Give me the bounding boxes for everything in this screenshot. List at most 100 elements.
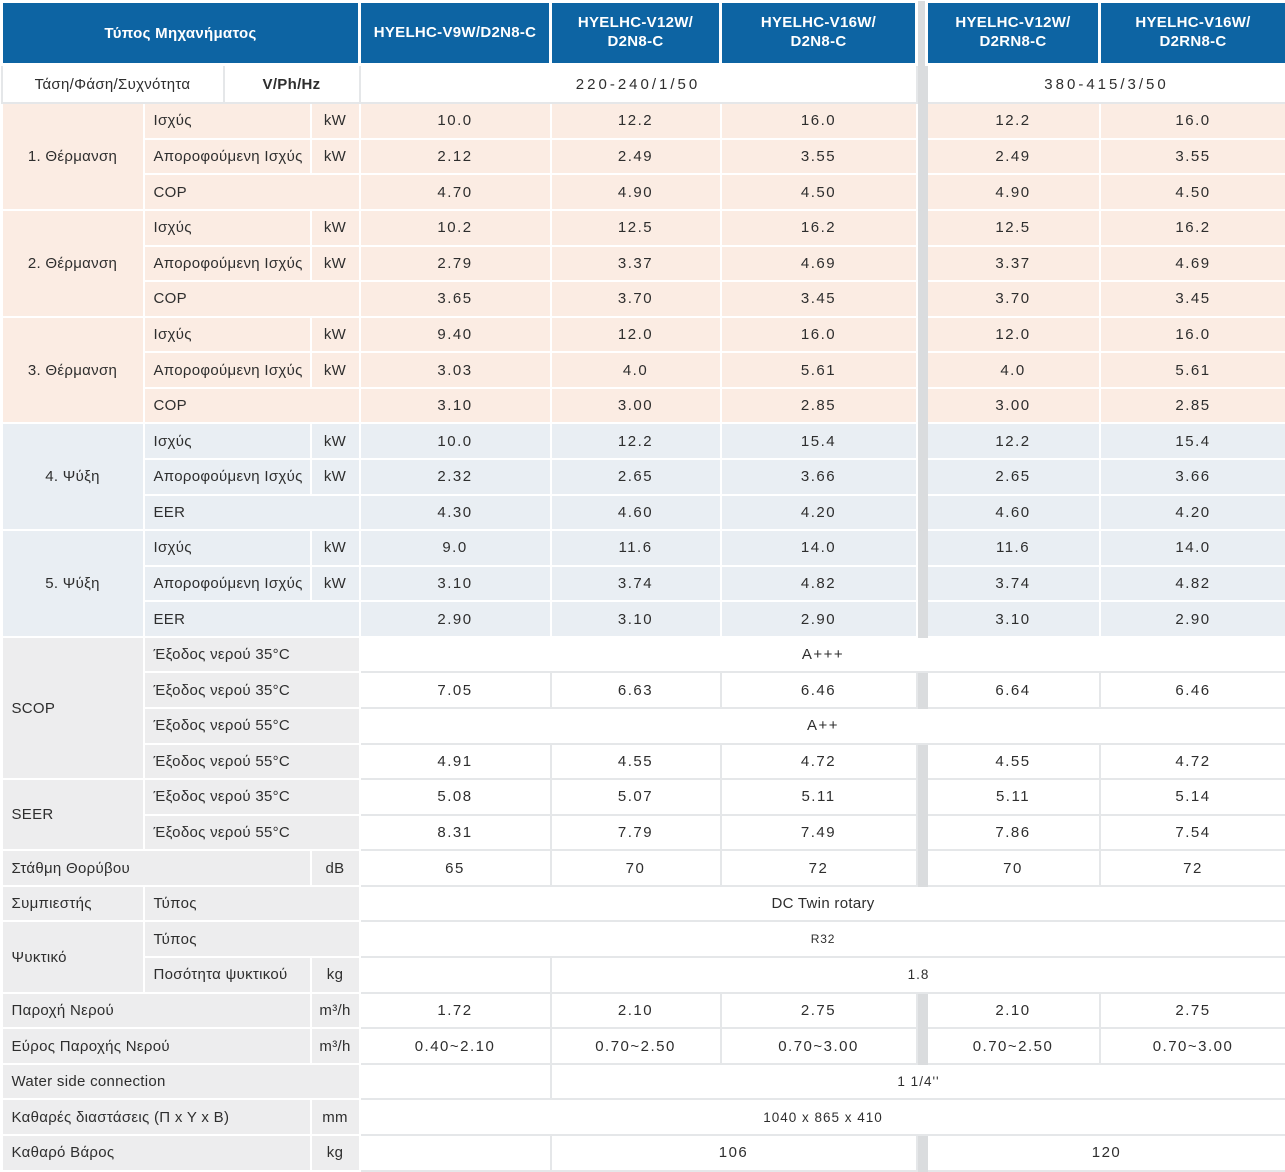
unit-cell: kW [309,422,361,460]
value-cell: 3.74 [925,564,1101,603]
span-value-cell: 1 1/4'' [549,1062,1285,1101]
value-cell: 7.54 [1098,813,1285,852]
value-cell: 7.05 [358,671,552,710]
value-cell: 12.2 [549,422,722,460]
spec-row: 1. Θέρμανση Ισχύς kW 10.0 12.2 16.0 12.2… [0,102,1285,211]
empty-value-cell [358,1062,552,1101]
phase-divider [915,386,928,425]
value-cell: 8.31 [358,813,552,852]
value-cell: 12.5 [925,208,1101,247]
value-cell: 12.2 [925,102,1101,140]
phase-divider [915,63,928,105]
value-cell: 4.60 [925,493,1101,532]
row-label: Ισχύς [142,208,312,247]
value-cell: 2.85 [1098,386,1285,425]
value-cell: 0.70~2.50 [549,1027,722,1065]
model-header-cell: HYELHC-V9W/D2N8-C [358,0,553,67]
value-cell: 16.2 [719,208,918,247]
value-cell: 0.70~3.00 [1098,1027,1285,1065]
phase-divider [915,351,928,389]
value-cell: 2.49 [925,137,1101,176]
phase-divider [915,529,928,567]
row-label: Έξοδος νερού 55°C [142,742,361,781]
model-header-cell: HYELHC-V16W/ D2N8-C [719,0,919,67]
water-flow-row: Παροχή Νερού m³/h 1.72 2.10 2.75 2.10 2.… [0,991,1285,1030]
row-label: Αποροφούμενη Ισχύς [142,244,312,283]
value-cell: 5.61 [1098,351,1285,389]
phase-divider [915,600,928,638]
row-label: Έξοδος νερού 35°C [142,635,361,674]
row-label: COP [142,280,361,318]
value-cell: 4.0 [925,351,1101,389]
spec-row: Αποροφούμενη Ισχύς kW 2.79 3.37 4.69 3.3… [2,244,1285,283]
value-cell: 4.60 [549,493,722,532]
value-cell: 2.90 [719,600,918,638]
value-cell: 9.40 [358,315,552,354]
unit-cell: kW [309,244,361,283]
value-cell: 4.91 [358,742,552,781]
value-cell: 65 [358,849,552,887]
value-cell: 6.46 [719,671,918,710]
value-cell: 7.86 [925,813,1101,852]
value-cell: 4.82 [1098,564,1285,603]
row-label: Έξοδος νερού 35°C [142,671,361,710]
value-cell: 2.65 [549,457,722,496]
span-value-cell: 1040 x 865 x 410 [358,1098,1285,1136]
phase-divider [915,422,928,460]
row-label: Ισχύς [142,315,312,354]
water-side-row: Water side connection 1 1/4'' [0,1062,1285,1101]
phase-divider [915,1133,928,1172]
unit-cell: kg [309,1133,361,1172]
row-label: Στάθμη Θορύβου [0,849,312,887]
spec-row: Έξοδος νερού 35°C 7.05 6.63 6.46 6.64 6.… [2,671,1285,710]
row-label: Αποροφούμενη Ισχύς [142,457,312,496]
value-cell: 0.40~2.10 [358,1027,552,1065]
value-cell: 3.37 [925,244,1101,283]
phase-divider [915,173,928,211]
value-cell: 3.45 [719,280,918,318]
spec-row: Αποροφούμενη Ισχύς kW 3.03 4.0 5.61 4.0 … [2,351,1285,389]
model-header-cell: HYELHC-V16W/ D2RN8-C [1098,0,1285,67]
spec-row: EER 4.30 4.60 4.20 4.60 4.20 [2,493,1285,532]
row-label: Παροχή Νερού [0,991,312,1030]
unit-cell: kW [309,564,361,603]
refrigerant-row: Ποσότητα ψυκτικού kg 1.8 [2,956,1285,994]
phase-divider [915,1027,928,1065]
phase-divider [915,0,928,66]
phase-divider [915,493,928,532]
value-cell: 16.0 [1098,315,1285,354]
value-cell: 2.90 [358,600,552,638]
value-cell: 3.70 [549,280,722,318]
voltage-label: Τάση/Φάση/Συχνότητα [0,63,225,105]
value-cell: 4.55 [925,742,1101,781]
value-cell: 7.49 [719,813,918,852]
span-value-cell: 106 [549,1133,918,1172]
phase-divider [915,671,928,710]
value-cell: 3.10 [925,600,1101,638]
value-cell: 11.6 [549,529,722,567]
row-label: Αποροφούμενη Ισχύς [142,351,312,389]
phase-divider [915,564,928,603]
value-cell: 16.0 [719,102,918,140]
model-header-cell: HYELHC-V12W/ D2RN8-C [925,0,1102,67]
single-phase-value: 220-240/1/50 [358,63,918,105]
span-value-cell: A++ [358,707,1285,745]
phase-divider [915,137,928,176]
spec-row: Έξοδος νερού 55°C 4.91 4.55 4.72 4.55 4.… [2,742,1285,781]
value-cell: 5.11 [719,778,918,816]
spec-row: COP 4.70 4.90 4.50 4.90 4.50 [2,173,1285,211]
row-label: Αποροφούμενη Ισχύς [142,564,312,603]
phase-divider [915,991,928,1030]
value-cell: 4.69 [1098,244,1285,283]
spec-row: 5. Ψύξη Ισχύς kW 9.0 11.6 14.0 11.6 14.0 [0,529,1285,638]
value-cell: 12.2 [925,422,1101,460]
value-cell: 4.90 [549,173,722,211]
phase-divider [915,244,928,283]
spec-row: 4. Ψύξη Ισχύς kW 10.0 12.2 15.4 12.2 15.… [0,422,1285,532]
spec-row: COP 3.65 3.70 3.45 3.70 3.45 [2,280,1285,318]
spec-row: SCOP Έξοδος νερού 35°C A+++ [0,635,1285,781]
value-cell: 10.0 [358,422,552,460]
value-cell: 4.70 [358,173,552,211]
row-label: Εύρος Παροχής Νερού [0,1027,312,1065]
